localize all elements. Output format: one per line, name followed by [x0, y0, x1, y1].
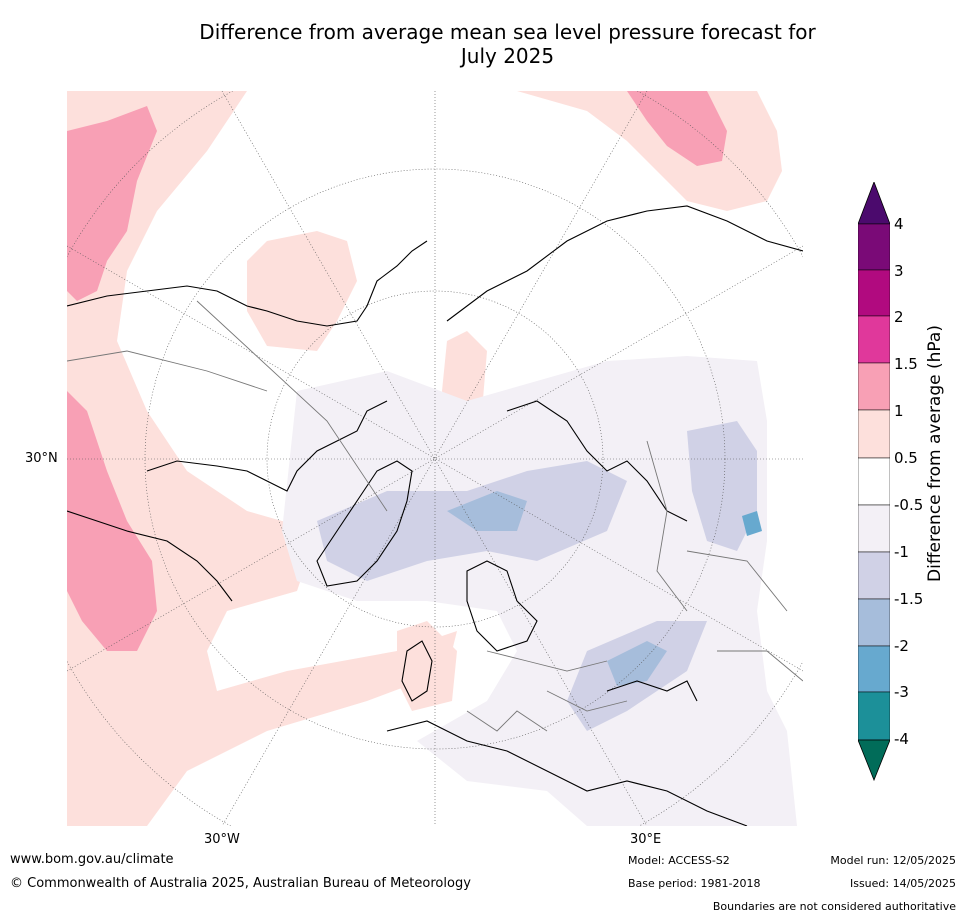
country-boundaries [67, 300, 803, 732]
cbar-minus-1.5-2 [858, 598, 890, 647]
blue-norwegian-sea [447, 491, 527, 531]
cbar-tick-minus-3: -3 [894, 683, 909, 701]
map-panel [67, 91, 803, 826]
model-label: Model: ACCESS-S2 [628, 854, 730, 867]
base-period-label: Base period: 1981-2018 [628, 877, 761, 890]
cbar-0.5-1 [858, 409, 890, 459]
model-run-label: Model run: 12/05/2025 [830, 854, 956, 867]
coast-russia-arctic [506, 400, 688, 522]
cbar-3-4 [858, 223, 890, 271]
map-canvas [67, 91, 803, 826]
cbar-minus-2-3 [858, 645, 890, 693]
coast-black-sea [606, 680, 698, 702]
copyright: © Commonwealth of Australia 2025, Austra… [10, 876, 471, 891]
cbar-tick-minus-1.5: -1.5 [894, 590, 924, 608]
issued-label: Issued: 14/05/2025 [849, 877, 956, 890]
blue-black-sea [607, 641, 667, 686]
pink-northwest [67, 106, 157, 301]
coast-north-america-east [67, 510, 233, 602]
negative-anomaly-areas [282, 356, 797, 826]
cbar-tick-4: 4 [894, 215, 904, 233]
disclaimer: Boundaries are not considered authoritat… [712, 900, 956, 913]
website-link[interactable]: www.bom.gov.au/climate [10, 852, 174, 867]
cbar-1.5-2 [858, 315, 890, 364]
lilac-central-asia [687, 421, 757, 551]
positive-anomaly-areas [67, 91, 782, 826]
cbar-tick-0.5: 0.5 [894, 449, 918, 467]
cbar-extend-top [858, 182, 890, 225]
cbar-tick-1.5: 1.5 [894, 355, 918, 373]
coast-scandinavia [466, 560, 538, 652]
light-pink-alaska [247, 231, 357, 351]
coast-canada-arctic [146, 400, 388, 492]
pink-southwest [67, 391, 157, 651]
pink-north-pacific [627, 91, 727, 166]
light-pink-west-atlantic [67, 91, 457, 826]
coast-siberia [446, 205, 803, 322]
cbar-tick-2: 2 [894, 308, 904, 326]
blue-lake-baikal [742, 511, 762, 536]
chart-title: Difference from average mean sea level p… [120, 20, 895, 68]
cbar-minus-1-1.5 [858, 551, 890, 600]
cbar-tick-minus-1: -1 [894, 543, 909, 561]
cbar-2-3 [858, 269, 890, 317]
cbar-tick-minus-0.5: -0.5 [894, 496, 924, 514]
title-line-1: Difference from average mean sea level p… [199, 20, 816, 44]
lon-label-30e: 30°E [630, 832, 662, 847]
lat-label-30n: 30°N [25, 451, 58, 466]
coast-uk [401, 640, 433, 702]
cbar-tick-1: 1 [894, 402, 904, 420]
colorbar [858, 182, 890, 782]
light-pink-europe [397, 621, 457, 711]
pale-lilac-region [282, 356, 797, 826]
coast-europe-south [386, 720, 748, 826]
coast-alaska-canada [67, 240, 428, 327]
graticule [67, 91, 803, 826]
lon-label-30w: 30°W [204, 832, 240, 847]
cbar-minus-3-4 [858, 691, 890, 741]
cbar-tick-3: 3 [894, 262, 904, 280]
cbar-tick-minus-2: -2 [894, 637, 909, 655]
cbar-1-1.5 [858, 362, 890, 411]
colorbar-label: Difference from average (hPa) [925, 325, 945, 582]
cbar-extend-bottom [858, 739, 890, 782]
coast-greenland [316, 460, 413, 587]
cbar-neutral [858, 457, 890, 506]
coastlines [67, 205, 803, 826]
cbar-tick-minus-4: -4 [894, 730, 909, 748]
cbar-minus-0.5-1 [858, 504, 890, 553]
title-line-2: July 2025 [460, 44, 555, 68]
